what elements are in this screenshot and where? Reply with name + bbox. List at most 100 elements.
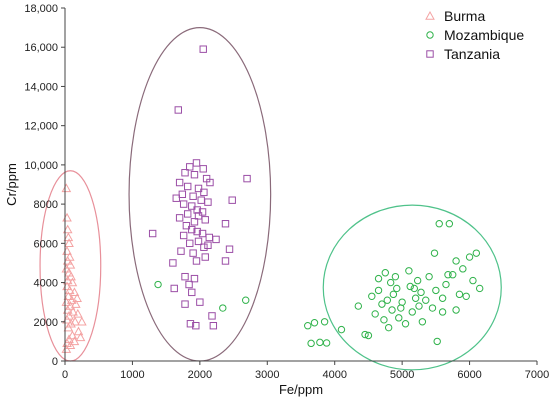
data-point-tanzania — [194, 212, 203, 220]
data-point-tanzania — [181, 272, 189, 281]
data-point-mozambique — [397, 304, 405, 312]
data-point-tanzania — [186, 163, 194, 171]
data-point-mozambique — [374, 274, 383, 283]
data-point-mozambique — [364, 331, 373, 340]
data-point-mozambique — [465, 253, 474, 261]
data-point-mozambique — [398, 298, 406, 306]
legend-label-tanzania: Tanzania — [444, 46, 500, 62]
y-tick-label: 0 — [52, 356, 58, 368]
data-point-burma — [68, 306, 78, 316]
data-point-tanzania — [188, 202, 196, 210]
data-point-tanzania — [199, 165, 207, 173]
data-point-mozambique — [219, 304, 227, 312]
data-point-tanzania — [178, 190, 187, 199]
data-point-mozambique — [310, 319, 319, 327]
x-tick-label: 6000 — [457, 369, 481, 381]
data-point-mozambique — [401, 320, 410, 328]
data-point-tanzania — [192, 322, 200, 330]
data-point-mozambique — [361, 330, 369, 339]
data-point-mozambique — [415, 302, 423, 310]
data-point-burma — [69, 287, 80, 297]
data-point-mozambique — [418, 318, 427, 326]
data-point-burma — [61, 263, 72, 273]
data-point-burma — [67, 330, 78, 340]
data-point-mozambique — [322, 339, 331, 347]
data-point-tanzania — [179, 200, 188, 208]
data-point-mozambique — [428, 304, 437, 312]
data-point-mozambique — [337, 325, 346, 334]
x-tick-label: 7000 — [525, 369, 549, 381]
data-point-tanzania — [200, 188, 208, 197]
data-point-tanzania — [182, 221, 191, 230]
y-axis-title: Cr/ppm — [4, 163, 19, 206]
data-point-tanzania — [185, 280, 193, 289]
data-point-tanzania — [188, 225, 196, 234]
data-point-mozambique — [383, 296, 392, 304]
data-point-tanzania — [184, 182, 192, 191]
data-point-tanzania — [190, 170, 199, 179]
data-point-tanzania — [186, 239, 194, 248]
data-point-tanzania — [189, 249, 197, 257]
data-point-burma — [72, 293, 82, 302]
data-point-mozambique — [381, 269, 389, 277]
data-point-tanzania — [199, 45, 207, 53]
x-axis-title: Fe/ppm — [279, 382, 323, 397]
data-point-mozambique — [444, 271, 452, 279]
x-tick-label: 3000 — [255, 369, 279, 381]
data-point-tanzania — [194, 237, 203, 246]
y-tick-label: 10,000 — [24, 160, 58, 172]
data-point-burma — [66, 318, 76, 328]
data-point-tanzania — [205, 233, 213, 242]
data-point-tanzania — [192, 257, 201, 265]
data-point-tanzania — [193, 227, 201, 236]
data-point-burma — [70, 299, 81, 308]
data-point-mozambique — [388, 306, 396, 314]
data-point-mozambique — [435, 220, 443, 228]
y-tick-label: 2000 — [34, 317, 58, 329]
y-tick-label: 16,000 — [24, 42, 58, 54]
data-point-mozambique — [430, 249, 439, 257]
data-point-tanzania — [198, 208, 207, 216]
data-point-tanzania — [169, 259, 177, 267]
data-point-mozambique — [405, 267, 413, 275]
data-point-burma — [67, 277, 78, 287]
data-point-tanzania — [193, 206, 201, 214]
cluster-ellipses — [39, 27, 502, 371]
data-point-tanzania — [204, 198, 212, 206]
data-point-tanzania — [190, 218, 199, 226]
data-point-mozambique — [442, 280, 450, 289]
data-point-mozambique — [455, 290, 464, 299]
data-point-tanzania — [184, 210, 192, 218]
legend-marker-mozambique — [426, 31, 434, 39]
data-point-tanzania — [188, 288, 196, 297]
data-point-burma — [61, 344, 72, 353]
data-point-tanzania — [170, 284, 178, 293]
data-point-tanzania — [175, 214, 184, 222]
legend-label-mozambique: Mozambique — [444, 27, 524, 43]
data-point-mozambique — [354, 302, 363, 310]
data-point-mozambique — [391, 272, 400, 281]
data-point-mozambique — [433, 337, 441, 346]
data-point-burma — [65, 259, 76, 269]
data-point-tanzania — [181, 300, 189, 308]
data-point-tanzania — [208, 312, 216, 320]
data-point-tanzania — [186, 320, 195, 328]
data-point-mozambique — [449, 271, 457, 279]
data-point-burma — [65, 340, 76, 350]
data-point-tanzania — [221, 257, 230, 265]
y-tick-label: 6000 — [34, 238, 58, 250]
data-point-tanzania — [225, 245, 234, 253]
data-point-mozambique — [307, 339, 315, 348]
legend-marker-tanzania — [426, 50, 434, 58]
x-tick-label: 0 — [62, 369, 68, 381]
data-point-burma — [62, 224, 73, 234]
data-point-tanzania — [228, 196, 236, 204]
data-point-burma — [70, 316, 80, 326]
series-mozambique — [154, 220, 484, 348]
data-point-mozambique — [393, 284, 401, 293]
data-point-mozambique — [395, 314, 403, 322]
data-point-burma — [64, 238, 74, 248]
data-point-mozambique — [425, 272, 433, 281]
data-point-mozambique — [378, 300, 386, 308]
data-point-mozambique — [304, 322, 312, 330]
